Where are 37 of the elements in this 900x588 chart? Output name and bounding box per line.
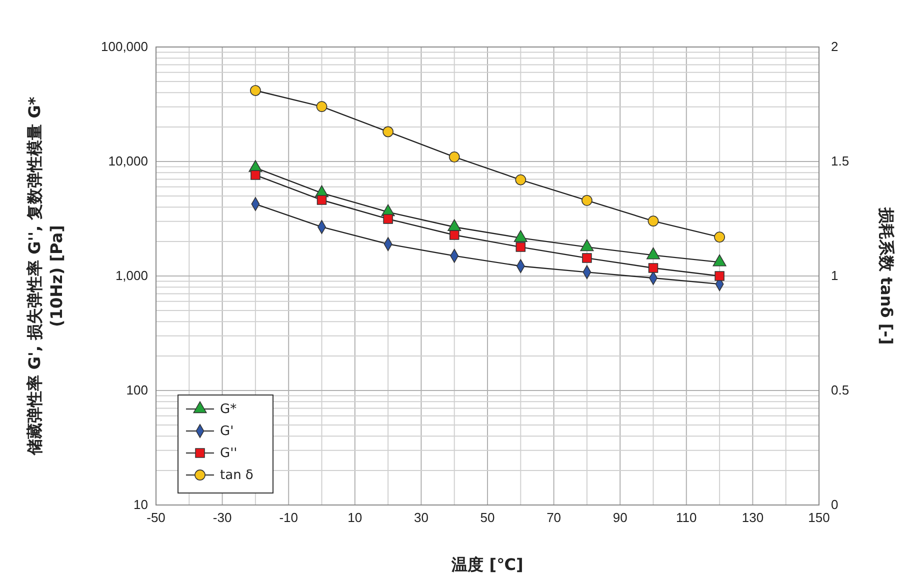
x-axis-title: 温度 [℃] — [450, 555, 524, 574]
point — [250, 170, 260, 180]
y2-tick-label: 0.5 — [831, 382, 850, 398]
x-tick-label: 30 — [414, 510, 428, 526]
y-tick-label: 10 — [134, 497, 148, 512]
point — [714, 271, 724, 281]
x-tick-label: 70 — [546, 510, 562, 526]
x-tick-label: 150 — [808, 510, 830, 526]
x-tick-label: 110 — [676, 510, 697, 526]
point — [449, 230, 460, 240]
point — [582, 253, 592, 263]
x-tick-label: -30 — [212, 510, 232, 526]
point — [516, 242, 526, 252]
y2-tick-label: 1.5 — [831, 154, 850, 169]
y-tick-label: 1,000 — [115, 268, 148, 284]
y2-tick-label: 1 — [831, 268, 838, 284]
x-tick-label: -10 — [279, 510, 298, 526]
y2-axis-title: 损耗系数 tanδ [-] — [877, 206, 896, 345]
legend-label: tan δ — [220, 468, 254, 483]
legend-label: G' — [220, 424, 234, 439]
y-axis-title: 储藏弹性率 G', 损失弹性率 G'', 复数弹性模量 G* (10Hz) [Pa] — [25, 96, 66, 456]
point — [383, 214, 393, 224]
point — [316, 195, 327, 205]
x-tick-label: -50 — [146, 510, 166, 526]
y2-tick-label: 0 — [831, 497, 838, 512]
point — [514, 230, 528, 242]
y-tick-label: 100,000 — [101, 39, 148, 54]
y-tick-label: 100 — [126, 382, 148, 398]
x-tick-label: 90 — [612, 510, 628, 526]
x-tick-label: 130 — [742, 510, 764, 526]
x-tick-label: 50 — [480, 510, 495, 526]
point — [648, 263, 658, 273]
legend-label: G* — [220, 402, 238, 417]
legend-label: G'' — [220, 446, 238, 461]
x-tick-label: 10 — [348, 510, 362, 526]
y2-tick-label: 2 — [831, 39, 838, 54]
y-tick-label: 10,000 — [108, 154, 148, 169]
